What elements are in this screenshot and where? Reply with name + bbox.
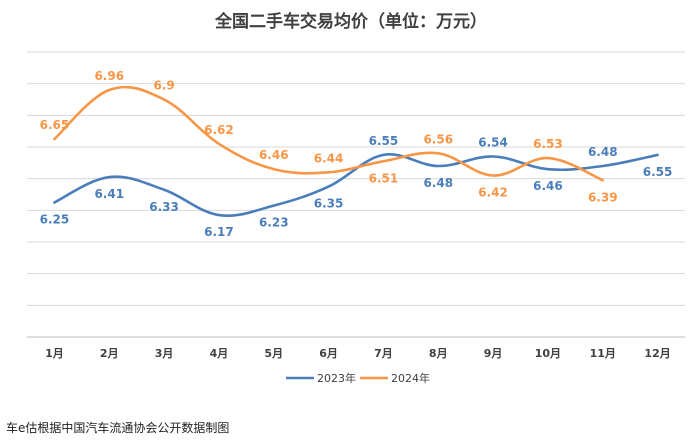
series-lines <box>53 85 659 218</box>
data-label: 6.55 <box>643 165 673 179</box>
data-label: 6.55 <box>369 134 399 148</box>
data-label: 6.25 <box>40 212 70 226</box>
x-tick-label: 5月 <box>264 347 283 360</box>
x-tick-labels: 1月 2月 3月 4月 5月 6月 7月 8月 9月 10月 11月 12月 <box>45 347 671 360</box>
x-tick-label: 6月 <box>319 347 338 360</box>
data-label: 6.56 <box>423 132 453 146</box>
data-label: 6.17 <box>204 225 234 239</box>
data-label: 6.96 <box>94 69 124 83</box>
data-label: 6.46 <box>259 148 289 162</box>
x-tick-label: 1月 <box>45 347 64 360</box>
data-label: 6.42 <box>478 186 508 200</box>
gridlines <box>27 51 685 338</box>
data-label: 6.48 <box>423 176 453 190</box>
data-label: 6.54 <box>478 136 508 150</box>
data-label: 6.53 <box>533 137 563 151</box>
data-label: 6.9 <box>153 79 174 93</box>
data-label: 6.39 <box>588 190 618 204</box>
x-tick-label: 9月 <box>484 347 503 360</box>
data-label: 6.41 <box>94 187 124 201</box>
x-tick-label: 2月 <box>100 347 119 360</box>
data-label: 6.62 <box>204 123 234 137</box>
x-tick-label: 12月 <box>644 347 670 360</box>
data-label: 6.46 <box>533 179 563 193</box>
data-label: 6.35 <box>314 197 344 211</box>
x-tick-label: 3月 <box>155 347 174 360</box>
legend: 2023年 2024年 <box>286 371 430 385</box>
data-labels: 6.25 6.41 6.33 6.17 6.23 6.35 6.55 6.48 6.54 6.46… <box>40 69 673 239</box>
data-label: 6.33 <box>149 200 179 214</box>
x-tick-label: 10月 <box>535 347 561 360</box>
legend-label: 2024年 <box>391 371 430 385</box>
data-label: 6.48 <box>588 145 618 159</box>
x-tick-label: 11月 <box>590 347 616 360</box>
data-label: 6.23 <box>259 216 289 230</box>
source-note: 车e估根据中国汽车流通协会公开数据制图 <box>6 421 230 435</box>
data-label: 6.65 <box>40 118 70 132</box>
legend-label: 2023年 <box>317 371 356 385</box>
chart-title: 全国二手车交易均价（单位：万元） <box>214 11 487 32</box>
x-tick-label: 4月 <box>210 347 229 360</box>
data-label: 6.51 <box>369 171 399 185</box>
data-label: 6.44 <box>314 151 344 165</box>
x-tick-label: 7月 <box>374 347 393 360</box>
series-line-2024年 <box>53 85 605 182</box>
x-tick-label: 8月 <box>429 347 448 360</box>
